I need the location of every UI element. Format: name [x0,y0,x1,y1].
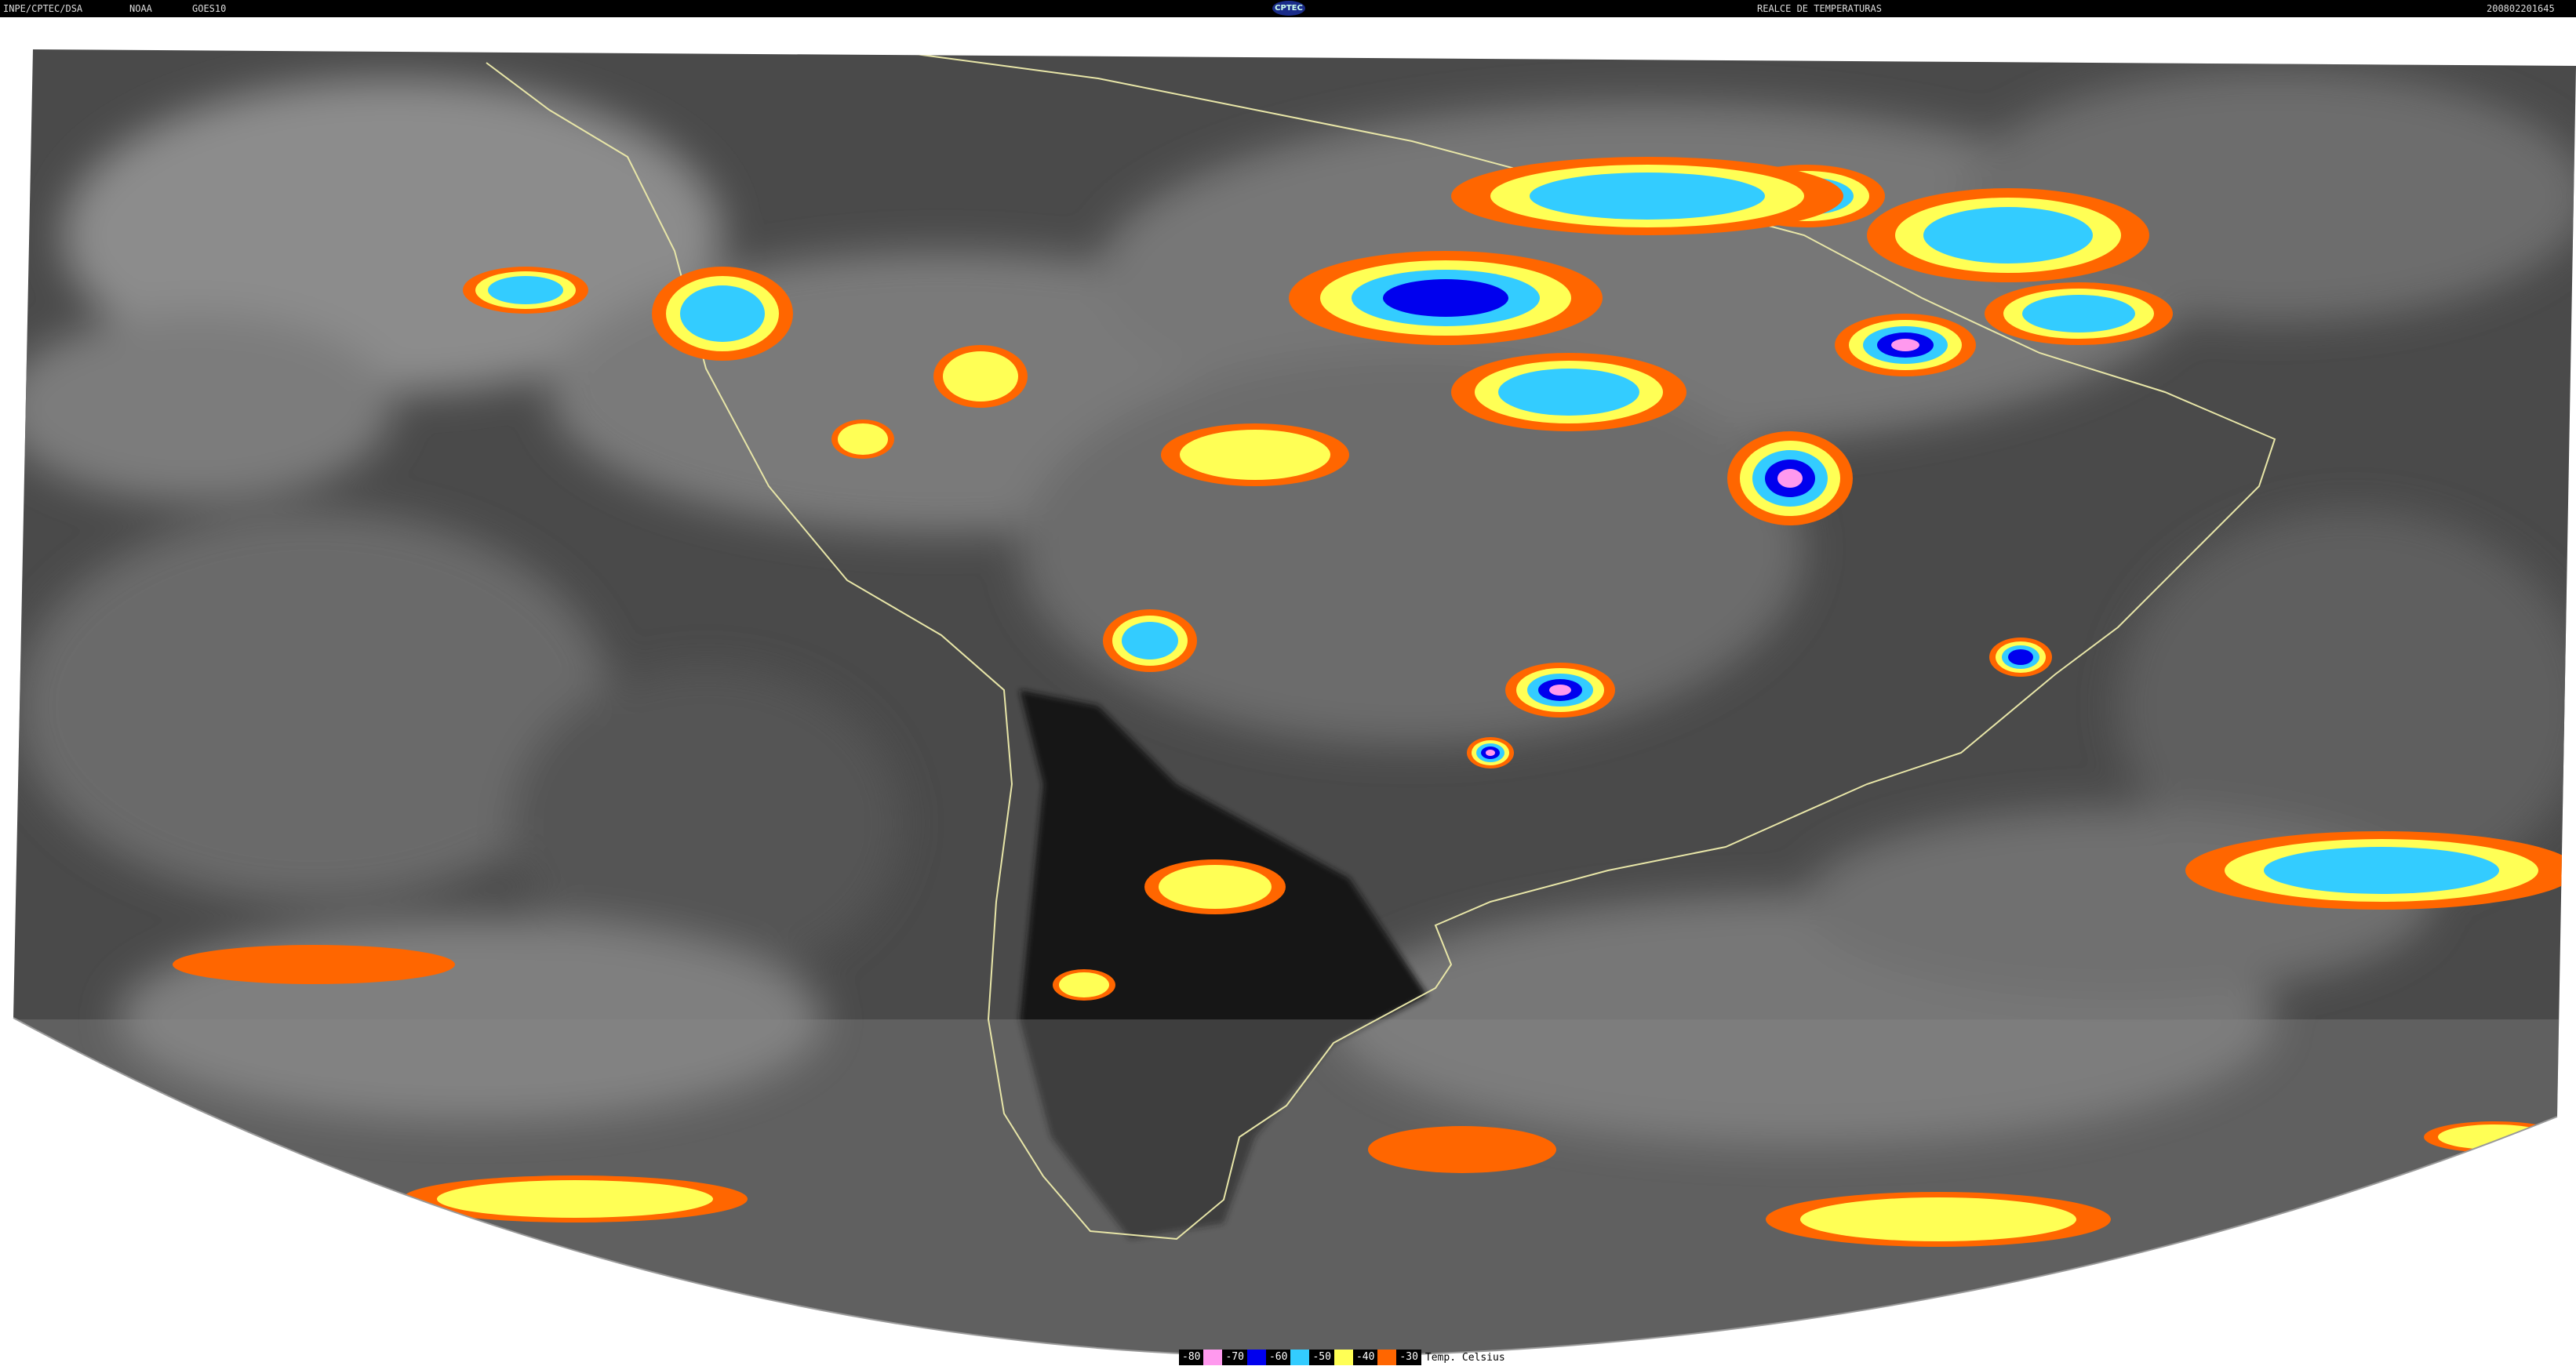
storm-cell [2438,1124,2551,1150]
storm-cell [1923,207,2093,263]
legend-swatch [1203,1350,1223,1365]
product-label: REALCE DE TEMPERATURAS [1757,3,1882,14]
legend-swatch [1333,1350,1353,1365]
satellite-label: GOES10 [192,3,227,14]
cptec-logo: CPTEC [1272,1,1305,16]
storm-cell [1891,339,1919,351]
convective-clusters [173,157,2576,1247]
storm-cell [1486,750,1495,756]
cloud-area [63,78,722,392]
legend-unit: Temp. Celsius [1424,1351,1505,1364]
legend-swatch [1290,1350,1310,1365]
storm-cell [1777,469,1803,488]
cloud-area [510,667,902,980]
storm-cell [1498,369,1639,416]
storm-cell [680,285,765,342]
storm-cell [437,1180,713,1218]
storm-cell [1159,865,1272,909]
storm-cell [838,423,888,455]
cloud-area [13,314,392,502]
legend-value: -60 [1265,1350,1291,1365]
cloud-area [2118,510,2576,902]
storm-cell [2264,847,2499,894]
storm-cell [1530,173,1765,220]
satellite-image [13,49,2576,1358]
legend-value: -30 [1396,1350,1421,1365]
timestamp-label: 200802201645 [2487,3,2555,14]
limb-haze [13,1019,2576,1357]
agency-label: NOAA [129,3,152,14]
andes-clear-region [1020,690,1428,1239]
storm-cell [1549,685,1571,696]
cloud-area [1020,353,1804,745]
coastline [486,49,2276,1241]
storm-cell [1180,430,1330,480]
legend-value: -40 [1352,1350,1378,1365]
storm-cell [173,945,455,984]
storm-cell [1800,1197,2076,1241]
cloud-area [16,510,612,902]
storm-cell [2008,649,2033,665]
storm-cell [1368,1126,1556,1173]
storm-cell [1122,622,1178,659]
storm-cell [1059,972,1109,997]
legend-value: -80 [1179,1350,1204,1365]
header-bar: INPE/CPTEC/DSA NOAA GOES10 CPTEC REALCE … [0,0,2576,17]
storm-cell [488,276,563,304]
legend-value: -50 [1309,1350,1334,1365]
legend-value: -70 [1222,1350,1247,1365]
storm-cell [1383,279,1508,317]
legend-swatch [1377,1350,1397,1365]
temperature-legend: -80 -70 -60 -50 -40 -30 Temp. Celsius [1179,1350,1505,1365]
storm-cell [2022,295,2135,332]
storm-cell [943,351,1018,401]
legend-swatch [1246,1350,1266,1365]
institution-label: INPE/CPTEC/DSA [3,3,83,14]
